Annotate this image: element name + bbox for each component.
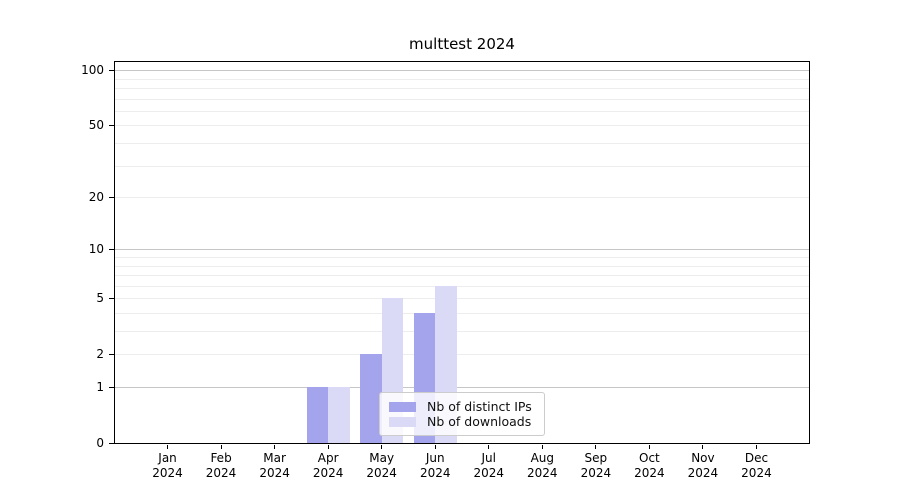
legend: Nb of distinct IPs Nb of downloads xyxy=(379,392,545,436)
x-tick-month: Sep xyxy=(584,451,608,465)
x-tick-year: 2024 xyxy=(312,466,344,480)
x-tick-month: Oct xyxy=(639,451,660,465)
x-tick-year: 2024 xyxy=(152,466,183,480)
gridline-minor-30 xyxy=(114,165,810,167)
y-tick-mark-50 xyxy=(108,124,114,126)
legend-item: Nb of downloads xyxy=(389,414,535,429)
x-tick-month: Jul xyxy=(481,451,496,465)
x-tick-mark-nov xyxy=(702,444,704,449)
x-tick-mark-apr xyxy=(327,444,329,449)
y-tick-mark-100 xyxy=(108,69,114,71)
x-tick-mark-oct xyxy=(648,444,650,449)
x-tick-label-dec: Dec 2024 xyxy=(728,451,784,481)
gridline-major-10 xyxy=(114,249,810,251)
gridline-minor-20 xyxy=(114,197,810,199)
y-tick-label-100: 100 xyxy=(81,63,104,78)
x-tick-month: Jan xyxy=(158,451,177,465)
y-tick-label-0: 0 xyxy=(96,436,104,450)
x-tick-label-jun: Jun 2024 xyxy=(407,451,463,481)
y-tick-label-10: 10 xyxy=(88,242,104,257)
gridline-minor-4 xyxy=(114,312,810,314)
x-tick-label-feb: Feb 2024 xyxy=(193,451,249,481)
y-tick-mark-1 xyxy=(108,386,114,388)
x-tick-mark-sep xyxy=(595,444,597,449)
x-tick-month: Jun xyxy=(425,451,445,465)
x-tick-label-may: May 2024 xyxy=(354,451,410,481)
x-tick-mark-mar xyxy=(274,444,276,449)
x-tick-month: Nov xyxy=(691,451,715,465)
x-tick-year: 2024 xyxy=(580,466,612,480)
gridline-minor-50 xyxy=(114,125,810,127)
x-tick-month: Aug xyxy=(530,451,555,465)
x-tick-label-jul: Jul 2024 xyxy=(461,451,517,481)
gridline-minor-3 xyxy=(114,331,810,333)
x-tick-label-nov: Nov 2024 xyxy=(675,451,731,481)
y-tick-mark-5 xyxy=(108,297,114,299)
x-tick-month: Feb xyxy=(210,451,232,465)
bar-nb-of-distinct-ips-may xyxy=(360,354,382,443)
chart-title: multtest 2024 xyxy=(409,35,515,53)
y-tick-label-2: 2 xyxy=(96,347,104,362)
x-tick-month: Dec xyxy=(744,451,769,465)
x-tick-mark-jul xyxy=(488,444,490,449)
gridline-minor-8 xyxy=(114,265,810,267)
x-tick-year: 2024 xyxy=(419,466,451,480)
legend-label: Nb of downloads xyxy=(427,414,532,429)
bar-nb-of-distinct-ips-apr xyxy=(306,387,329,443)
legend-swatch-distinct-ips xyxy=(389,401,416,412)
y-tick-label-1: 1 xyxy=(96,380,104,394)
x-tick-label-sep: Sep 2024 xyxy=(568,451,624,481)
x-tick-year: 2024 xyxy=(741,466,772,480)
x-tick-label-mar: Mar 2024 xyxy=(247,451,303,481)
y-tick-label-5: 5 xyxy=(96,291,104,306)
x-tick-month: Mar xyxy=(263,451,286,465)
gridline-minor-70 xyxy=(114,98,810,100)
gridline-minor-9 xyxy=(114,257,810,258)
y-tick-label-50: 50 xyxy=(88,118,104,133)
gridline-minor-40 xyxy=(114,143,810,145)
y-tick-mark-10 xyxy=(108,248,114,250)
x-tick-month: May xyxy=(369,451,395,465)
legend-item: Nb of distinct IPs xyxy=(389,399,535,414)
gridline-minor-7 xyxy=(114,275,810,277)
x-tick-year: 2024 xyxy=(366,466,397,480)
x-tick-mark-jun xyxy=(434,444,436,449)
legend-label: Nb of distinct IPs xyxy=(427,399,532,414)
x-tick-mark-feb xyxy=(220,444,222,449)
gridline-minor-90 xyxy=(114,78,810,80)
x-tick-mark-dec xyxy=(755,444,757,449)
legend-swatch-downloads xyxy=(389,416,416,427)
x-tick-label-apr: Apr 2024 xyxy=(300,451,356,481)
x-tick-year: 2024 xyxy=(634,466,665,480)
y-tick-mark-20 xyxy=(108,196,114,198)
x-tick-year: 2024 xyxy=(205,466,237,480)
x-tick-label-jan: Jan 2024 xyxy=(140,451,196,481)
gridline-minor-60 xyxy=(114,110,810,112)
x-tick-mark-jan xyxy=(167,444,169,449)
bar-nb-of-downloads-apr xyxy=(328,387,350,443)
y-tick-mark-0 xyxy=(108,442,114,444)
gridline-minor-2 xyxy=(114,354,810,356)
x-tick-year: 2024 xyxy=(527,466,558,480)
gridline-major-100 xyxy=(114,70,810,72)
gridline-minor-5 xyxy=(114,298,810,300)
gridline-minor-6 xyxy=(114,285,810,287)
x-tick-year: 2024 xyxy=(259,466,290,480)
x-tick-mark-may xyxy=(381,444,383,449)
x-tick-mark-aug xyxy=(541,444,543,449)
x-tick-year: 2024 xyxy=(687,466,719,480)
x-tick-label-oct: Oct 2024 xyxy=(621,451,677,481)
x-tick-label-aug: Aug 2024 xyxy=(514,451,570,481)
gridline-major-1 xyxy=(114,387,810,388)
gridline-minor-80 xyxy=(114,88,810,90)
y-tick-mark-2 xyxy=(108,353,114,355)
x-tick-year: 2024 xyxy=(473,466,505,480)
x-tick-month: Apr xyxy=(317,451,339,465)
y-tick-label-20: 20 xyxy=(88,190,104,205)
